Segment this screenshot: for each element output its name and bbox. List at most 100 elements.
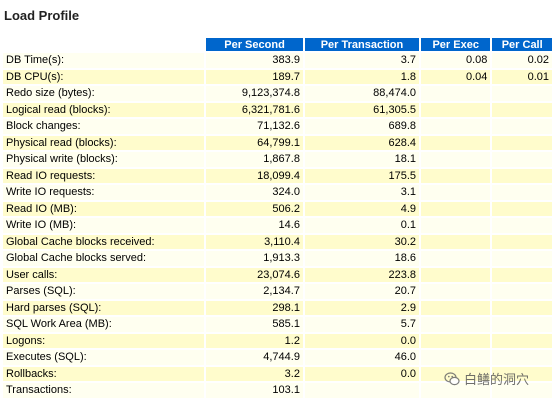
table-row: Physical write (blocks): 1,867.8 18.1: [3, 152, 552, 167]
table-row: DB Time(s): 383.9 3.7 0.08 0.02: [3, 53, 552, 68]
per-call-cell: 0.02: [492, 53, 552, 68]
table-header-row: Per Second Per Transaction Per Exec Per …: [3, 38, 552, 51]
per-second-cell: 64,799.1: [206, 135, 303, 150]
per-second-cell: 1.2: [206, 333, 303, 348]
metric-name-cell: Hard parses (SQL):: [3, 300, 205, 315]
per-call-cell: [492, 267, 552, 282]
per-exec-cell: [421, 168, 491, 183]
per-transaction-cell: [304, 383, 419, 398]
per-call-cell: [492, 152, 552, 167]
per-transaction-cell: 46.0: [304, 350, 419, 365]
per-exec-cell: [421, 317, 491, 332]
header-empty-cell: [3, 38, 204, 51]
per-exec-cell: [421, 383, 491, 398]
per-call-cell: [492, 119, 552, 134]
per-exec-cell: [421, 185, 491, 200]
per-transaction-cell: 30.2: [304, 234, 419, 249]
per-exec-cell: [421, 267, 491, 282]
per-second-cell: 103.1: [206, 383, 303, 398]
per-call-cell: [492, 218, 552, 233]
per-transaction-cell: 223.8: [304, 267, 419, 282]
per-second-cell: 3.2: [206, 366, 303, 381]
per-call-cell: [492, 300, 552, 315]
metric-name-cell: Read IO (MB):: [3, 201, 205, 216]
metric-name-cell: Parses (SQL):: [3, 284, 205, 299]
header-per-call[interactable]: Per Call: [492, 38, 552, 51]
table-row: Logons: 1.2 0.0: [3, 333, 552, 348]
per-exec-cell: 0.08: [421, 53, 491, 68]
per-transaction-cell: 18.6: [304, 251, 419, 266]
table-row: Physical read (blocks): 64,799.1 628.4: [3, 135, 552, 150]
per-transaction-cell: 5.7: [304, 317, 419, 332]
per-transaction-cell: 0.0: [304, 333, 419, 348]
per-transaction-cell: 2.9: [304, 300, 419, 315]
per-second-cell: 189.7: [206, 69, 303, 84]
per-second-cell: 383.9: [206, 53, 303, 68]
per-transaction-cell: 61,305.5: [304, 102, 419, 117]
table-row: Global Cache blocks received: 3,110.4 30.2: [3, 234, 552, 249]
table-row: Logical read (blocks): 6,321,781.6 61,305.…: [3, 102, 552, 117]
metric-name-cell: SQL Work Area (MB):: [3, 317, 205, 332]
per-second-cell: 14.6: [206, 218, 303, 233]
per-exec-cell: [421, 86, 491, 101]
per-second-cell: 1,913.3: [206, 251, 303, 266]
metric-name-cell: Global Cache blocks served:: [3, 251, 205, 266]
metric-name-cell: Read IO requests:: [3, 168, 205, 183]
per-transaction-cell: 689.8: [304, 119, 419, 134]
per-exec-cell: [421, 350, 491, 365]
table-row: Write IO (MB): 14.6 0.1: [3, 218, 552, 233]
per-second-cell: 298.1: [206, 300, 303, 315]
per-second-cell: 585.1: [206, 317, 303, 332]
per-call-cell: [492, 251, 552, 266]
per-call-cell: [492, 86, 552, 101]
watermark-text: 白鳝的洞穴: [464, 372, 530, 387]
metric-name-cell: Write IO (MB):: [3, 218, 205, 233]
metric-name-cell: Redo size (bytes):: [3, 86, 205, 101]
per-transaction-cell: 3.1: [304, 185, 419, 200]
per-transaction-cell: 20.7: [304, 284, 419, 299]
per-call-cell: [492, 102, 552, 117]
per-call-cell: [492, 350, 552, 365]
per-exec-cell: [421, 152, 491, 167]
metric-name-cell: DB Time(s):: [3, 53, 205, 68]
metric-name-cell: Transactions:: [3, 383, 205, 398]
metric-name-cell: Rollbacks:: [3, 366, 205, 381]
table-row: DB CPU(s): 189.7 1.8 0.04 0.01: [3, 69, 552, 84]
metric-name-cell: Block changes:: [3, 119, 205, 134]
per-exec-cell: [421, 234, 491, 249]
per-call-cell: [492, 284, 552, 299]
page-title: Load Profile: [4, 8, 80, 23]
header-per-transaction[interactable]: Per Transaction: [304, 38, 419, 51]
per-exec-cell: [421, 201, 491, 216]
per-call-cell: [492, 135, 552, 150]
header-per-second[interactable]: Per Second: [206, 38, 303, 51]
per-call-cell: [492, 201, 552, 216]
metric-name-cell: User calls:: [3, 267, 205, 282]
per-transaction-cell: 175.5: [304, 168, 419, 183]
watermark: 白鳝的洞穴: [444, 369, 529, 388]
metric-name-cell: DB CPU(s):: [3, 69, 205, 84]
per-call-cell: [492, 234, 552, 249]
per-exec-cell: [421, 251, 491, 266]
per-transaction-cell: 0.1: [304, 218, 419, 233]
per-transaction-cell: 1.8: [304, 69, 419, 84]
per-call-cell: 0.01: [492, 69, 552, 84]
per-transaction-cell: 18.1: [304, 152, 419, 167]
table-row: Executes (SQL): 4,744.9 46.0: [3, 350, 552, 365]
table-row: Read IO requests: 18,099.4 175.5: [3, 168, 552, 183]
table-row: Hard parses (SQL): 298.1 2.9: [3, 300, 552, 315]
per-second-cell: 18,099.4: [206, 168, 303, 183]
metric-name-cell: Physical read (blocks):: [3, 135, 205, 150]
header-per-exec[interactable]: Per Exec: [421, 38, 491, 51]
per-exec-cell: [421, 218, 491, 233]
table-row: Transactions: 103.1: [3, 383, 552, 398]
table-row: Parses (SQL): 2,134.7 20.7: [3, 284, 552, 299]
table-row: SQL Work Area (MB): 585.1 5.7: [3, 317, 552, 332]
table-row: Block changes: 71,132.6 689.8: [3, 119, 552, 134]
per-second-cell: 23,074.6: [206, 267, 303, 282]
per-exec-cell: [421, 300, 491, 315]
table-row: Write IO requests: 324.0 3.1: [3, 185, 552, 200]
metric-name-cell: Executes (SQL):: [3, 350, 205, 365]
per-second-cell: 4,744.9: [206, 350, 303, 365]
table-row: Rollbacks: 3.2 0.0: [3, 366, 552, 381]
